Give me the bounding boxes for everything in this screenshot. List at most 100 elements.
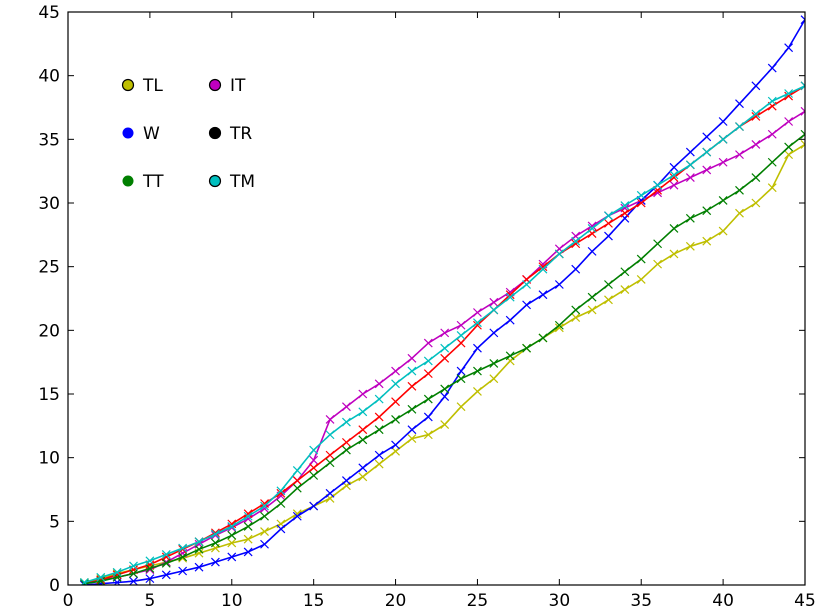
y-tick-label: 40 <box>38 67 60 87</box>
data-point <box>407 434 417 443</box>
data-point <box>751 140 761 149</box>
data-point <box>735 208 744 218</box>
legend-marker <box>122 175 134 187</box>
data-point <box>309 501 319 511</box>
data-point <box>473 318 482 328</box>
data-point <box>685 147 695 157</box>
data-point <box>767 157 777 167</box>
data-point <box>161 570 171 580</box>
data-point <box>489 374 499 384</box>
data-point <box>456 374 466 384</box>
data-point <box>423 338 433 348</box>
data-point <box>735 99 744 109</box>
data-point <box>227 552 237 562</box>
y-tick-label: 25 <box>38 258 60 278</box>
legend-label: TR <box>229 124 252 144</box>
data-point <box>260 527 269 536</box>
x-tick-label: 25 <box>467 591 489 611</box>
data-point <box>309 455 319 465</box>
data-point <box>407 381 417 391</box>
data-point <box>276 486 286 496</box>
data-point <box>604 231 613 241</box>
y-tick-label: 20 <box>38 321 60 341</box>
legend-item-tl: TL <box>121 76 163 96</box>
data-point <box>260 499 269 508</box>
legend-item-tr: TR <box>208 124 252 144</box>
data-point <box>407 404 417 414</box>
data-point <box>735 185 744 195</box>
data-point <box>260 511 269 521</box>
data-point <box>620 285 630 295</box>
data-point <box>505 315 515 325</box>
data-point <box>571 239 581 249</box>
data-point <box>341 417 351 427</box>
data-point <box>260 539 269 549</box>
data-point <box>554 323 564 333</box>
data-point <box>456 331 466 340</box>
data-point <box>735 150 744 160</box>
data-point <box>718 157 728 167</box>
data-point <box>636 274 646 284</box>
data-point <box>718 196 728 205</box>
data-point <box>538 333 548 343</box>
data-point <box>685 213 695 223</box>
data-point <box>587 292 597 302</box>
data-point <box>571 313 581 323</box>
data-point <box>587 305 597 315</box>
data-point <box>391 440 400 450</box>
data-point <box>341 402 351 412</box>
data-point <box>358 463 368 473</box>
data-point <box>669 224 679 233</box>
data-point <box>358 407 368 417</box>
series-line-w <box>84 19 805 585</box>
data-point <box>292 465 302 475</box>
data-point <box>407 353 417 363</box>
x-axis: 0 5 10 15 20 25 30 35 40 45 <box>63 12 816 611</box>
data-point <box>292 509 302 519</box>
data-point <box>358 472 368 482</box>
x-tick-label: 5 <box>144 591 155 611</box>
data-point <box>391 366 400 376</box>
data-point <box>554 249 564 259</box>
data-point <box>374 425 384 435</box>
data-point <box>653 188 663 198</box>
data-point <box>685 241 695 251</box>
data-point <box>227 522 237 531</box>
legend-label: TL <box>142 76 163 96</box>
data-point <box>292 483 302 493</box>
data-point <box>505 292 515 302</box>
legend-marker <box>121 78 135 92</box>
data-point <box>702 165 712 175</box>
y-tick-label: 0 <box>49 576 60 596</box>
x-tick-label: 0 <box>63 591 74 611</box>
data-point <box>243 511 253 521</box>
data-point <box>440 328 450 338</box>
data-point <box>194 562 204 572</box>
data-point <box>522 343 532 353</box>
legend-label: IT <box>230 76 246 96</box>
data-point <box>210 557 220 567</box>
data-point <box>309 463 319 473</box>
x-tick-label: 15 <box>303 591 325 611</box>
data-point <box>440 343 450 353</box>
data-point <box>604 218 613 228</box>
data-point <box>751 109 761 119</box>
data-point <box>571 264 581 274</box>
data-point <box>636 198 646 208</box>
y-tick-label: 5 <box>49 512 60 532</box>
data-point <box>473 320 482 330</box>
data-point <box>751 198 761 208</box>
x-tick-label: 20 <box>385 591 407 611</box>
data-point <box>620 267 630 277</box>
data-point <box>210 538 220 548</box>
data-point <box>358 389 368 399</box>
data-point <box>587 224 597 233</box>
data-point <box>800 81 805 91</box>
data-point <box>571 236 581 246</box>
series-tt <box>79 129 805 585</box>
data-point <box>669 162 679 172</box>
data-point <box>604 295 613 305</box>
data-point <box>473 387 482 396</box>
data-point <box>79 578 89 585</box>
